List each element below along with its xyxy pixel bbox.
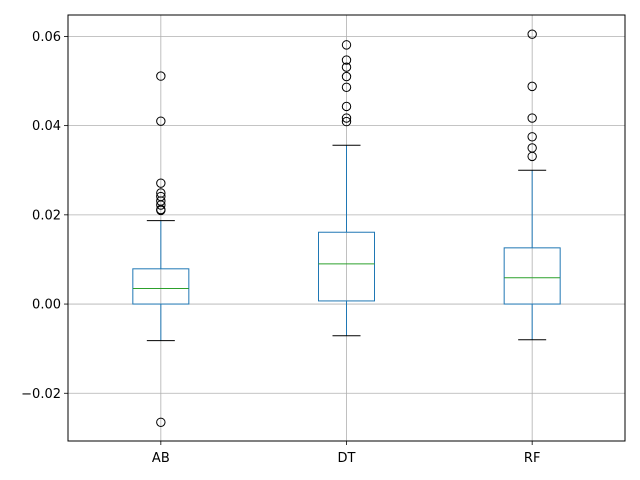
- outlier-point: [341, 55, 352, 65]
- box-dt: [318, 40, 375, 337]
- outlier-point: [341, 62, 352, 72]
- outlier-point: [156, 417, 166, 427]
- outlier-point: [527, 113, 537, 123]
- iqr-box: [318, 231, 375, 302]
- outlier-point: [156, 178, 166, 188]
- x-axis: AB DT RF: [152, 441, 540, 466]
- x-tick-label: RF: [524, 451, 541, 466]
- x-tick-label: DT: [338, 451, 356, 466]
- y-axis: −0.02 0.00 0.02 0.04 0.06: [21, 30, 68, 402]
- outlier-point: [527, 132, 537, 142]
- y-tick-label: 0.04: [32, 119, 61, 134]
- y-tick-label: 0.00: [32, 298, 61, 313]
- outlier-point: [156, 200, 166, 210]
- outlier-point: [527, 151, 537, 162]
- outlier-point: [156, 71, 166, 81]
- outlier-point: [156, 205, 166, 216]
- outlier-point: [341, 116, 352, 127]
- boxes-layer: [132, 29, 561, 427]
- x-tick-label: AB: [152, 451, 170, 466]
- y-tick-label: 0.02: [32, 208, 61, 223]
- outlier-point: [527, 81, 537, 92]
- outlier-point: [341, 40, 352, 50]
- box-ab: [132, 71, 190, 427]
- outlier-point: [341, 71, 352, 82]
- y-tick-label: −0.02: [21, 387, 61, 402]
- outlier-point: [341, 101, 352, 112]
- y-tick-label: 0.06: [32, 30, 61, 45]
- box-rf: [503, 29, 561, 341]
- outlier-point: [527, 29, 537, 39]
- outlier-point: [156, 116, 166, 126]
- outlier-point: [341, 82, 352, 92]
- iqr-box: [503, 247, 561, 305]
- iqr-box: [132, 268, 190, 305]
- outlier-point: [341, 113, 352, 123]
